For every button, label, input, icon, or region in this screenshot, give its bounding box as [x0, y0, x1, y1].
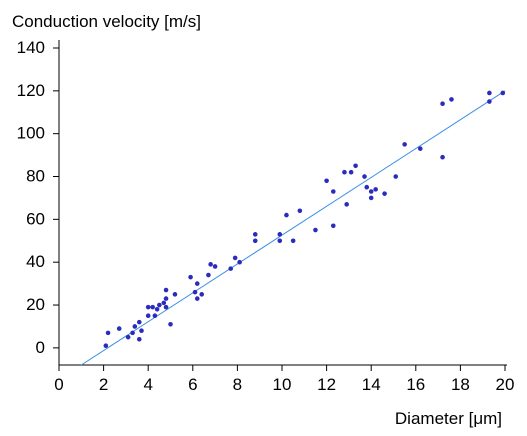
data-point	[500, 90, 506, 96]
x-tick-label: 4	[143, 375, 152, 394]
x-tick-label: 16	[406, 375, 425, 394]
x-tick-label: 2	[99, 375, 108, 394]
data-point	[364, 184, 370, 190]
data-point	[297, 208, 303, 214]
data-point	[277, 232, 283, 237]
data-point	[163, 304, 169, 310]
x-tick-label: 6	[188, 375, 197, 394]
data-point	[150, 304, 155, 310]
data-point	[194, 296, 200, 301]
data-point	[232, 255, 238, 261]
data-point	[402, 142, 407, 147]
x-axis-title: Diameter [μm]	[395, 409, 502, 428]
data-point	[136, 336, 142, 342]
data-point	[145, 304, 151, 310]
data-point	[132, 324, 138, 329]
y-axis-title: Conduction velocity [m/s]	[12, 12, 201, 31]
data-point	[290, 238, 296, 244]
data-point	[348, 169, 354, 175]
y-tick-label: 40	[26, 252, 45, 271]
data-point	[172, 292, 178, 297]
data-point	[342, 169, 347, 175]
data-point	[252, 238, 258, 244]
x-tick-label: 8	[233, 375, 242, 394]
data-point	[487, 99, 492, 104]
data-point	[188, 274, 193, 280]
data-point	[417, 146, 423, 151]
data-point	[212, 264, 218, 269]
data-point	[313, 227, 318, 233]
regression-line	[81, 90, 506, 366]
data-point	[368, 195, 374, 201]
x-tick-label: 0	[54, 375, 63, 394]
axes	[58, 40, 507, 366]
x-tick-label: 18	[451, 375, 470, 394]
data-point	[206, 272, 211, 278]
data-point	[228, 266, 234, 271]
data-point	[373, 187, 378, 192]
y-tick-label: 0	[36, 338, 45, 357]
x-tick-label: 20	[496, 375, 515, 394]
data-point	[324, 178, 329, 184]
x-tick-label: 12	[317, 375, 336, 394]
data-point	[368, 189, 374, 194]
data-point	[440, 101, 445, 106]
y-tick-label: 20	[26, 295, 45, 314]
y-tick-label: 140	[17, 38, 45, 57]
data-point	[163, 287, 169, 293]
data-point	[105, 330, 111, 336]
data-point	[125, 334, 131, 340]
data-point	[154, 307, 160, 312]
data-point	[440, 154, 445, 160]
data-point	[194, 281, 200, 286]
data-point	[393, 174, 399, 179]
data-point	[344, 202, 349, 207]
data-point	[192, 289, 198, 295]
data-point	[284, 212, 289, 218]
data-point	[157, 302, 162, 308]
data-point	[116, 326, 122, 331]
x-tick-label: 10	[273, 375, 292, 394]
x-tick-label: 14	[362, 375, 381, 394]
data-point	[449, 97, 454, 102]
data-point	[136, 319, 142, 325]
y-tick-label: 120	[17, 81, 45, 100]
data-point	[161, 300, 167, 306]
data-point	[145, 313, 151, 319]
tick-group: 0 2 4 6 8 10 12 14 16 18 20 0 20 40 60 80 100 120 140	[17, 38, 515, 394]
data-point	[353, 163, 358, 169]
data-point	[330, 189, 336, 194]
data-point	[330, 223, 336, 229]
data-points	[103, 90, 506, 349]
data-point	[237, 259, 242, 265]
data-point	[139, 328, 144, 334]
data-point	[277, 238, 283, 244]
data-point	[168, 322, 173, 327]
y-tick-label: 80	[26, 167, 45, 186]
data-point	[208, 262, 213, 267]
data-point	[163, 296, 169, 301]
data-point	[130, 330, 135, 336]
data-point	[103, 343, 109, 349]
fit-line-group	[81, 90, 506, 366]
data-point	[362, 174, 367, 179]
data-point	[487, 90, 492, 96]
data-point	[199, 292, 205, 297]
data-point	[152, 313, 158, 319]
y-tick-label: 100	[17, 124, 45, 143]
y-tick-label: 60	[26, 209, 45, 228]
data-point	[252, 232, 258, 237]
data-point	[382, 191, 387, 196]
